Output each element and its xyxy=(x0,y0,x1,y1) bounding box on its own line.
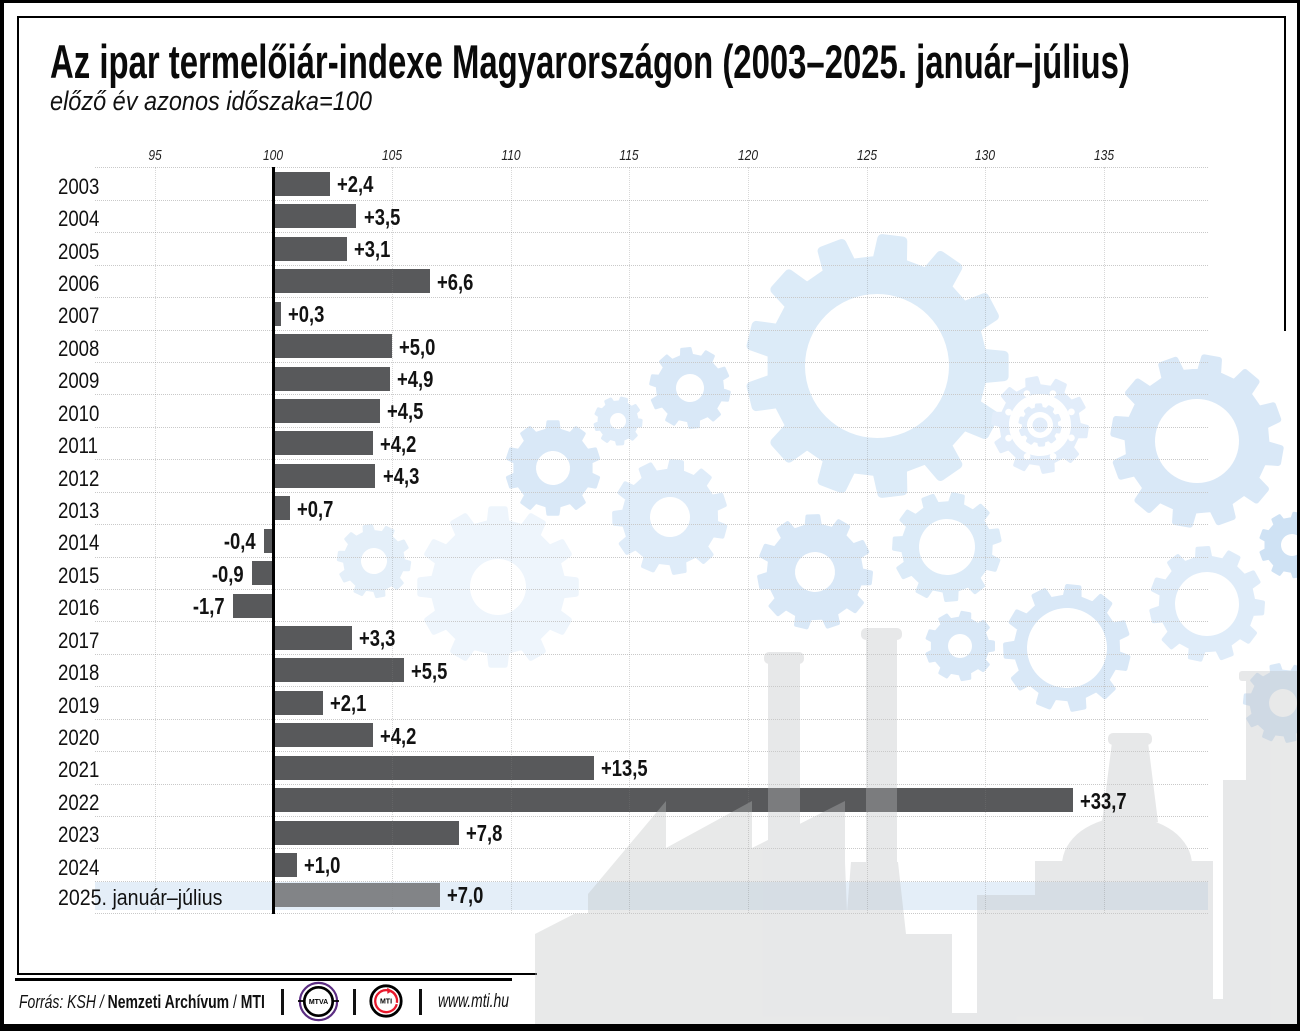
svg-text:MTI: MTI xyxy=(380,999,392,1006)
svg-text:MTVA: MTVA xyxy=(308,999,327,1006)
